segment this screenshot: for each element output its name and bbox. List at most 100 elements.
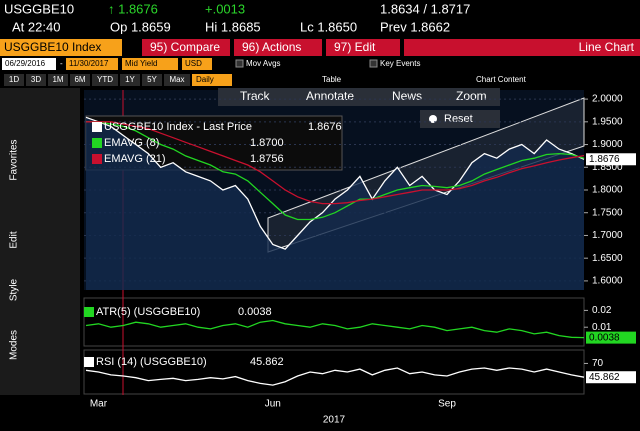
start-date-box[interactable] xyxy=(2,58,56,70)
ticker: USGGBE10 xyxy=(4,1,74,16)
period-button[interactable] xyxy=(70,74,90,86)
open: Op 1.8659 xyxy=(110,19,171,34)
x-tick-label: Jun xyxy=(265,399,281,410)
security[interactable]: USGGBE10 Index xyxy=(4,40,101,54)
period-label[interactable]: 6M xyxy=(74,75,85,84)
last-price: ↑ 1.8676 xyxy=(108,1,158,16)
legend-swatch xyxy=(92,122,102,132)
period-button[interactable] xyxy=(164,74,190,86)
legend-label: USGGBE10 Index - Last Price xyxy=(104,121,252,133)
low: Lc 1.8650 xyxy=(300,19,357,34)
y-tick-label: 2.0000 xyxy=(592,94,623,105)
currency[interactable]: USD xyxy=(185,59,202,68)
period-button[interactable] xyxy=(4,74,24,86)
chart-toolbar xyxy=(218,88,500,106)
menu-button[interactable] xyxy=(326,39,400,56)
menu-label[interactable]: 96) Actions xyxy=(242,40,301,54)
y-tick-label: 1.9000 xyxy=(592,139,623,150)
reset-label[interactable]: Reset xyxy=(444,113,473,125)
legend-swatch xyxy=(92,154,102,164)
last-value-label: 0.0038 xyxy=(589,332,620,343)
legend-value: 1.8700 xyxy=(250,137,284,149)
tool[interactable]: Zoom xyxy=(456,89,487,103)
x-tick-label: Sep xyxy=(438,399,456,410)
legend-swatch xyxy=(92,138,102,148)
period-button[interactable] xyxy=(142,74,162,86)
legend-label: EMAVG (8) xyxy=(104,137,159,149)
menu-button[interactable] xyxy=(142,39,230,56)
table-button[interactable]: Table xyxy=(322,75,342,84)
overlay-check[interactable] xyxy=(369,59,378,68)
y-tick-label: 1.6000 xyxy=(592,276,623,287)
x-tick-label: Mar xyxy=(90,399,108,410)
overlay-check[interactable] xyxy=(235,59,244,68)
series-line xyxy=(85,116,585,250)
legend-label: EMAVG (21) xyxy=(104,153,166,165)
period-button[interactable] xyxy=(26,74,46,86)
currency-box[interactable] xyxy=(182,58,212,70)
period-label[interactable]: 1Y xyxy=(125,75,135,84)
y-tick-label: 0.02 xyxy=(592,305,612,316)
end-date-box[interactable] xyxy=(66,58,118,70)
chart-content[interactable]: Chart Content xyxy=(476,75,527,84)
tool[interactable]: Track xyxy=(240,89,271,103)
tool[interactable]: News xyxy=(392,89,422,103)
security-box[interactable] xyxy=(0,39,122,56)
legend-label: ATR(5) (USGGBE10) xyxy=(96,306,200,318)
legend-value: 1.8756 xyxy=(250,153,284,165)
period-label[interactable]: Max xyxy=(169,75,184,84)
sidebar xyxy=(0,88,80,395)
menu-label[interactable]: 97) Edit xyxy=(334,40,376,54)
frequency[interactable]: Daily xyxy=(196,75,214,84)
period-button[interactable] xyxy=(120,74,140,86)
end-date[interactable]: 11/30/2017 xyxy=(69,59,109,68)
overlay-label[interactable]: Key Events xyxy=(380,59,420,68)
last-value-tag xyxy=(586,331,636,344)
overlay-label[interactable]: Mov Avgs xyxy=(246,59,281,68)
y-tick-label: 70 xyxy=(592,358,604,369)
field[interactable]: Mid Yield xyxy=(125,59,157,68)
field-box[interactable] xyxy=(122,58,178,70)
last-value-label: 1.8676 xyxy=(589,154,620,165)
rsi-panel xyxy=(83,349,585,395)
last-value-tag xyxy=(586,153,636,166)
period-label[interactable]: 3D xyxy=(31,75,41,84)
period-label[interactable]: 5Y xyxy=(147,75,157,84)
period-label[interactable]: 1D xyxy=(9,75,19,84)
y-tick-label: 1.8500 xyxy=(592,162,623,173)
legend-value: 1.8676 xyxy=(308,121,342,133)
view-bar xyxy=(404,39,640,56)
period-button[interactable] xyxy=(48,74,68,86)
y-tick-label: 1.6500 xyxy=(592,253,623,264)
series-line xyxy=(85,319,585,339)
side-tab[interactable]: Style xyxy=(9,278,20,301)
legend-swatch xyxy=(84,307,94,317)
start-date[interactable]: 06/29/2016 xyxy=(5,59,46,68)
series-line xyxy=(85,367,585,386)
y-tick-label: 0.01 xyxy=(592,322,612,333)
series-line xyxy=(86,121,585,205)
reset-icon[interactable] xyxy=(429,115,437,123)
y-tick-label: 1.7000 xyxy=(592,230,623,241)
x-axis-label: 2017 xyxy=(323,415,346,426)
reset-button[interactable] xyxy=(420,110,500,128)
y-tick-label: 1.7500 xyxy=(592,207,623,218)
high: Hi 1.8685 xyxy=(205,19,261,34)
frequency-box[interactable] xyxy=(192,74,232,86)
period-label[interactable]: YTD xyxy=(97,75,113,84)
side-tab[interactable]: Modes xyxy=(9,330,20,360)
menu-button[interactable] xyxy=(234,39,322,56)
view: Line Chart xyxy=(579,40,635,54)
menu-label[interactable]: 95) Compare xyxy=(150,40,220,54)
bid-ask: 1.8634 / 1.8717 xyxy=(380,1,470,16)
series-line xyxy=(86,121,585,221)
side-tab[interactable]: Edit xyxy=(9,231,20,248)
last-value-label: 45.862 xyxy=(589,372,620,383)
period-button[interactable] xyxy=(92,74,118,86)
y-tick-label: 1.9500 xyxy=(592,116,623,127)
period-label[interactable]: 1M xyxy=(52,75,63,84)
tool[interactable]: Annotate xyxy=(306,89,354,103)
side-tab[interactable]: Favorites xyxy=(9,139,20,180)
legend-swatch xyxy=(84,357,94,367)
